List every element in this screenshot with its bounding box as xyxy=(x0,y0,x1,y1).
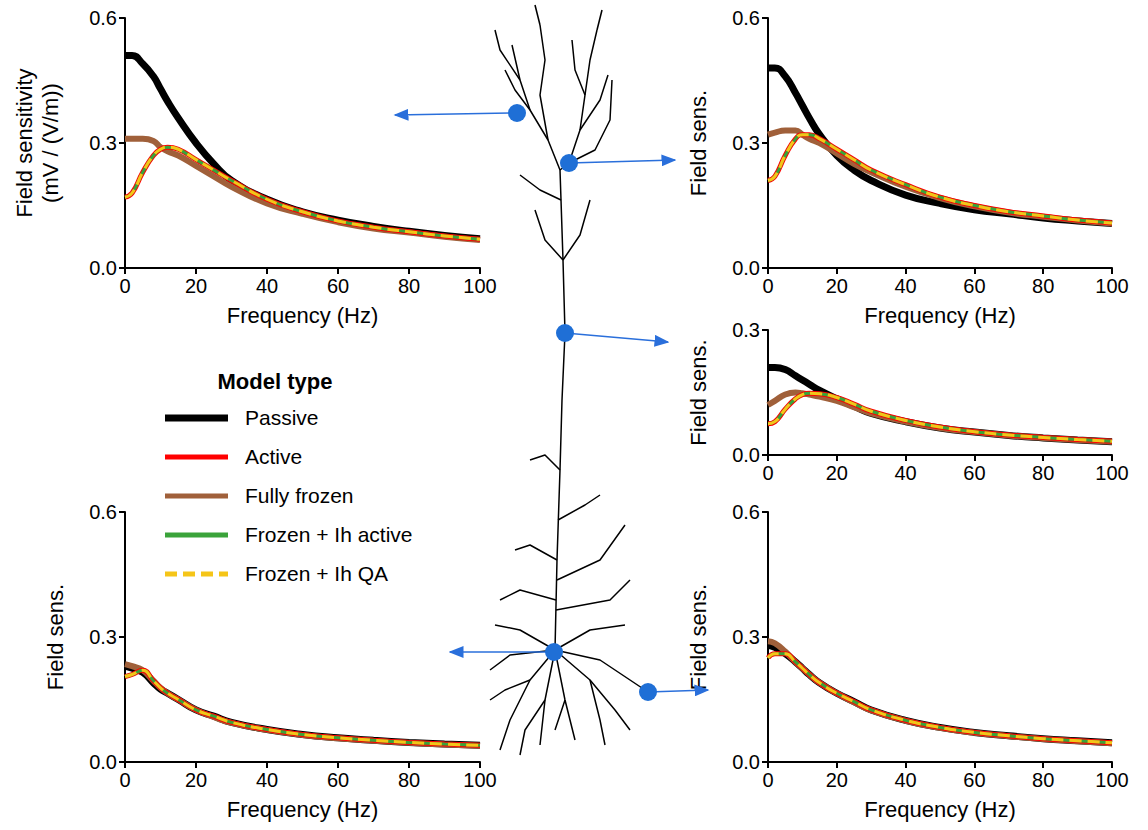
svg-text:0.0: 0.0 xyxy=(732,444,760,466)
svg-text:0.0: 0.0 xyxy=(89,257,117,279)
svg-text:0.6: 0.6 xyxy=(732,7,760,29)
svg-text:0.6: 0.6 xyxy=(89,7,117,29)
svg-text:20: 20 xyxy=(185,275,207,297)
svg-text:Active: Active xyxy=(245,445,302,468)
svg-text:0.3: 0.3 xyxy=(732,319,760,341)
svg-text:100: 100 xyxy=(463,275,496,297)
svg-text:Model type: Model type xyxy=(218,369,333,394)
svg-text:0.3: 0.3 xyxy=(732,132,760,154)
svg-text:80: 80 xyxy=(1032,769,1054,791)
svg-text:0: 0 xyxy=(762,462,773,484)
svg-text:80: 80 xyxy=(1032,462,1054,484)
svg-text:80: 80 xyxy=(398,275,420,297)
svg-text:0.0: 0.0 xyxy=(89,751,117,773)
svg-text:60: 60 xyxy=(963,769,985,791)
svg-text:60: 60 xyxy=(327,275,349,297)
svg-text:40: 40 xyxy=(894,462,916,484)
svg-text:40: 40 xyxy=(256,275,278,297)
svg-text:40: 40 xyxy=(894,769,916,791)
svg-text:60: 60 xyxy=(963,462,985,484)
svg-text:100: 100 xyxy=(463,769,496,791)
svg-text:60: 60 xyxy=(963,275,985,297)
svg-text:Field sens.: Field sens. xyxy=(686,90,711,196)
svg-text:100: 100 xyxy=(1095,462,1128,484)
svg-text:20: 20 xyxy=(826,462,848,484)
svg-text:40: 40 xyxy=(894,275,916,297)
svg-text:0: 0 xyxy=(119,769,130,791)
svg-text:100: 100 xyxy=(1095,769,1128,791)
svg-text:20: 20 xyxy=(185,769,207,791)
svg-text:0.3: 0.3 xyxy=(89,132,117,154)
svg-text:20: 20 xyxy=(826,769,848,791)
svg-text:0: 0 xyxy=(762,275,773,297)
svg-text:20: 20 xyxy=(826,275,848,297)
svg-text:40: 40 xyxy=(256,769,278,791)
svg-text:0.3: 0.3 xyxy=(89,626,117,648)
svg-text:0.0: 0.0 xyxy=(732,257,760,279)
svg-text:60: 60 xyxy=(327,769,349,791)
svg-text:Fully frozen: Fully frozen xyxy=(245,484,354,507)
svg-text:0: 0 xyxy=(119,275,130,297)
svg-text:0.6: 0.6 xyxy=(732,501,760,523)
svg-text:Frequency (Hz): Frequency (Hz) xyxy=(227,797,379,822)
svg-text:Field sens.: Field sens. xyxy=(43,584,68,690)
svg-text:0.0: 0.0 xyxy=(732,751,760,773)
svg-text:Frozen + Ih active: Frozen + Ih active xyxy=(245,523,413,546)
svg-text:0: 0 xyxy=(762,769,773,791)
svg-text:100: 100 xyxy=(1095,275,1128,297)
svg-text:Frequency (Hz): Frequency (Hz) xyxy=(864,303,1016,328)
svg-text:Frequency (Hz): Frequency (Hz) xyxy=(864,797,1016,822)
svg-text:Field sens.: Field sens. xyxy=(686,584,711,690)
svg-text:(mV / (V/m)): (mV / (V/m)) xyxy=(38,83,63,203)
svg-text:0.3: 0.3 xyxy=(732,626,760,648)
svg-text:Field sens.: Field sens. xyxy=(686,339,711,445)
svg-text:Frozen + Ih QA: Frozen + Ih QA xyxy=(245,562,388,585)
svg-text:Frequency (Hz): Frequency (Hz) xyxy=(227,303,379,328)
svg-text:80: 80 xyxy=(1032,275,1054,297)
svg-text:0.6: 0.6 xyxy=(89,501,117,523)
svg-text:Passive: Passive xyxy=(245,406,319,429)
svg-text:80: 80 xyxy=(398,769,420,791)
svg-text:Field sensitivity: Field sensitivity xyxy=(12,68,37,217)
